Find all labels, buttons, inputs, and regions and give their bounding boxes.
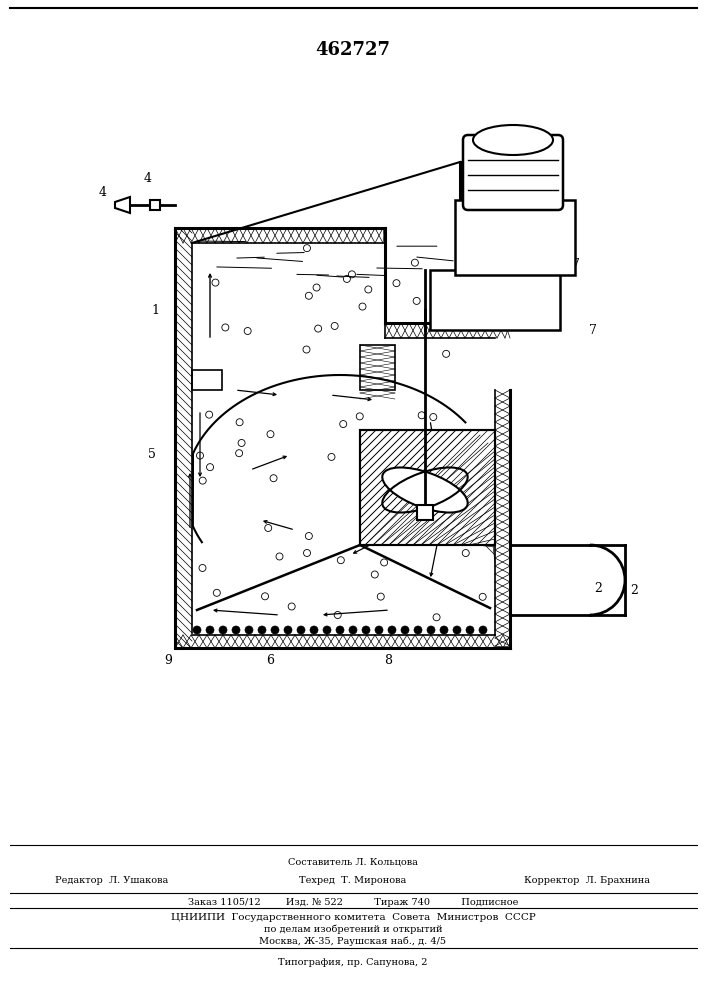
- Text: 9: 9: [164, 654, 172, 666]
- Text: 7: 7: [589, 324, 597, 336]
- Text: Корректор  Л. Брахнина: Корректор Л. Брахнина: [524, 876, 650, 885]
- Text: 2: 2: [630, 584, 638, 596]
- Text: 462727: 462727: [315, 41, 390, 59]
- Text: ЦНИИПИ  Государственного комитета  Совета  Министров  СССР: ЦНИИПИ Государственного комитета Совета …: [170, 913, 535, 922]
- Ellipse shape: [382, 467, 468, 513]
- Circle shape: [271, 626, 279, 634]
- Circle shape: [245, 626, 253, 634]
- Bar: [455, 200, 575, 275]
- Circle shape: [362, 626, 370, 634]
- Circle shape: [232, 626, 240, 634]
- Circle shape: [401, 626, 409, 634]
- Text: Техред  Т. Миронова: Техред Т. Миронова: [299, 876, 407, 885]
- Bar: [360, 430, 495, 545]
- Text: 2: 2: [594, 582, 602, 594]
- Text: 5: 5: [148, 448, 156, 462]
- Bar: [360, 345, 395, 390]
- Circle shape: [414, 626, 422, 634]
- Text: Типография, пр. Сапунова, 2: Типография, пр. Сапунова, 2: [279, 958, 428, 967]
- Circle shape: [310, 626, 318, 634]
- Text: 3: 3: [535, 172, 543, 184]
- Circle shape: [284, 626, 292, 634]
- Circle shape: [193, 626, 201, 634]
- Circle shape: [479, 626, 487, 634]
- Circle shape: [258, 626, 266, 634]
- Circle shape: [453, 626, 461, 634]
- Text: 4: 4: [99, 186, 107, 200]
- Circle shape: [466, 626, 474, 634]
- Text: 8: 8: [384, 654, 392, 666]
- Text: 6: 6: [266, 654, 274, 666]
- Text: Москва, Ж-35, Раушская наб., д. 4/5: Москва, Ж-35, Раушская наб., д. 4/5: [259, 937, 447, 946]
- Circle shape: [336, 626, 344, 634]
- Bar: [360, 430, 495, 545]
- Circle shape: [323, 626, 331, 634]
- Text: по делам изобретений и открытий: по делам изобретений и открытий: [264, 925, 443, 934]
- Circle shape: [219, 626, 227, 634]
- Bar: [417, 505, 433, 520]
- Circle shape: [388, 626, 396, 634]
- Text: 1: 1: [151, 304, 159, 316]
- Text: Заказ 1105/12        Изд. № 522          Тираж 740          Подписное: Заказ 1105/12 Изд. № 522 Тираж 740 Подпи…: [188, 898, 518, 907]
- Bar: [430, 270, 560, 330]
- Circle shape: [427, 626, 435, 634]
- Circle shape: [375, 626, 383, 634]
- Text: 4: 4: [144, 172, 152, 184]
- Bar: [150, 200, 160, 210]
- Text: 7: 7: [572, 258, 580, 271]
- Bar: [192, 370, 222, 390]
- Text: 3: 3: [501, 192, 509, 205]
- Text: Редактор  Л. Ушакова: Редактор Л. Ушакова: [55, 876, 168, 885]
- FancyBboxPatch shape: [463, 135, 563, 210]
- Circle shape: [297, 626, 305, 634]
- Circle shape: [349, 626, 357, 634]
- Circle shape: [206, 626, 214, 634]
- Polygon shape: [115, 197, 130, 213]
- Ellipse shape: [473, 125, 553, 155]
- Text: Составитель Л. Кольцова: Составитель Л. Кольцова: [288, 858, 418, 867]
- Circle shape: [440, 626, 448, 634]
